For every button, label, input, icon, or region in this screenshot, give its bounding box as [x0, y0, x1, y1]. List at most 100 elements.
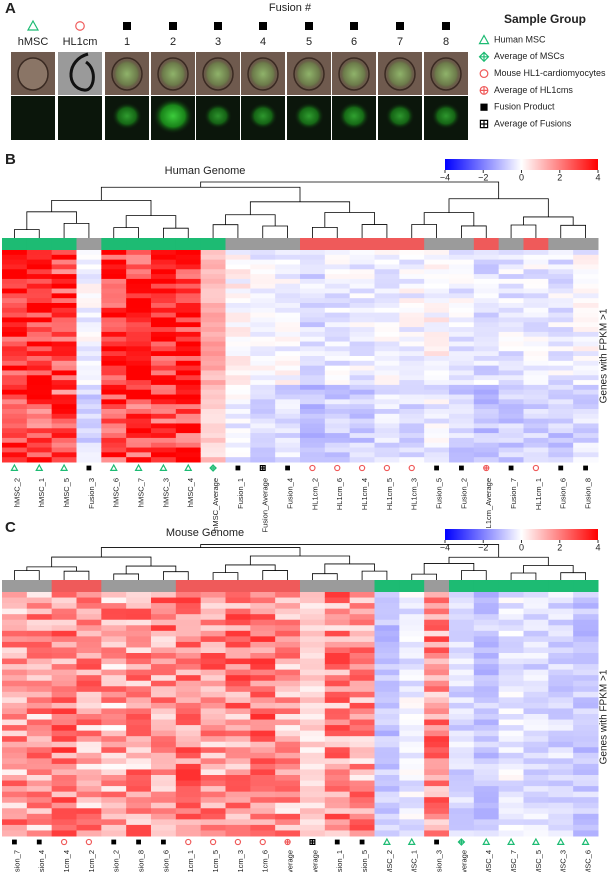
heatmap-cell [374, 686, 400, 693]
heatmap-cell [449, 254, 475, 261]
dendrogram-branch [411, 573, 437, 580]
heatmap-cell [300, 625, 326, 632]
heatmap-cell [51, 597, 77, 604]
heatmap-cell [250, 404, 276, 410]
heatmap-cell [449, 775, 475, 782]
heatmap-cell [126, 346, 152, 352]
heatmap-cell [76, 341, 102, 347]
legend-label: Fusion Product [494, 102, 555, 112]
heatmap-cell [523, 389, 549, 396]
heatmap-cell [225, 630, 251, 637]
heatmap-cell [349, 758, 375, 765]
heatmap-cell [424, 307, 450, 314]
heatmap-cell [449, 714, 475, 721]
heatmap-cell [473, 259, 500, 265]
heatmap-cell [523, 336, 549, 343]
heatmap-cell [126, 691, 152, 698]
heatmap-cell [498, 278, 524, 285]
heatmap-cell [548, 597, 574, 604]
heatmap-cell [51, 442, 77, 449]
heatmap-cell [250, 625, 276, 632]
heatmap-cell [473, 293, 500, 299]
heatmap-cell [175, 791, 202, 798]
heatmap-cell [449, 380, 475, 386]
heatmap-cell [473, 360, 500, 367]
dendrogram-branch [100, 186, 301, 202]
dendrogram-branch [125, 565, 177, 574]
marker-shape [358, 464, 366, 472]
heatmap-cell [275, 736, 301, 743]
heatmap-cell [473, 641, 500, 648]
fusion-label: Fusion # [269, 2, 312, 14]
heatmap-cell [449, 592, 475, 599]
heatmap-cell [424, 608, 450, 615]
heatmap-cell [424, 780, 450, 787]
heatmap-cell [26, 752, 53, 759]
heatmap-cell [324, 758, 351, 765]
heatmap-cell [225, 293, 251, 299]
heatmap-cell [275, 669, 301, 676]
heatmap-cell [2, 819, 28, 826]
heatmap-cell [399, 675, 425, 682]
heatmap-cell [101, 264, 127, 270]
heatmap-cell [2, 752, 28, 759]
heatmap-cell [349, 278, 375, 285]
heatmap-cell [26, 437, 53, 444]
group-bar [523, 238, 549, 250]
heatmap-cell [51, 741, 77, 748]
heatmap-cell [548, 341, 574, 347]
heatmap-cell [573, 423, 599, 429]
heatmap-cell [374, 370, 400, 376]
heatmap-cell [548, 619, 574, 626]
heatmap-cell [250, 808, 276, 815]
heatmap-cell [374, 819, 400, 826]
heatmap-cell [126, 423, 152, 429]
heatmap-cell [2, 399, 28, 405]
heatmap-cell [225, 356, 251, 362]
heatmap-cell [275, 264, 301, 270]
heatmap-cell [26, 298, 53, 304]
heatmap-cell [76, 608, 102, 615]
heatmap-cell [225, 341, 251, 347]
heatmap-cell [151, 592, 177, 599]
heatmap-cell [424, 457, 450, 463]
heatmap-cell [200, 625, 226, 632]
heatmap-cell [548, 269, 574, 275]
heatmap-cell [175, 830, 202, 837]
heatmap-cell [2, 614, 28, 621]
heatmap-cell [349, 680, 375, 687]
heatmap-cell [250, 437, 276, 444]
heatmap-cell [175, 404, 202, 410]
heatmap-cell [573, 418, 599, 424]
heatmap-cell [101, 269, 127, 275]
heatmap-cell [51, 730, 77, 737]
heatmap-cell [151, 641, 177, 648]
heatmap-cell [200, 780, 226, 787]
heatmap-cell [225, 288, 251, 294]
heatmap-cell [2, 384, 28, 391]
heatmap-cell [399, 418, 425, 424]
heatmap-cell [498, 647, 524, 654]
heatmap-cell [399, 365, 425, 371]
dendrogram-branch [200, 181, 500, 199]
heatmap-cell [225, 423, 251, 429]
heatmap-cell [300, 437, 326, 444]
heatmap-cell [225, 384, 251, 391]
marker-shape [478, 51, 490, 63]
heatmap-cell [250, 409, 276, 415]
heatmap-cell [424, 298, 450, 304]
heatmap-cell [26, 813, 53, 820]
heatmap-cell [200, 603, 226, 610]
heatmap-cell [175, 399, 202, 405]
heatmap-cell [76, 603, 102, 610]
heatmap-cell [101, 658, 127, 665]
sample-label: Fusion_1 [236, 478, 245, 509]
cell [430, 57, 462, 91]
heatmap-cell [250, 264, 276, 270]
heatmap-cell [275, 307, 301, 314]
heatmap-cell [498, 658, 524, 665]
heatmap-cell [424, 625, 450, 632]
heatmap-cell [548, 802, 574, 809]
heatmap-cell [399, 802, 425, 809]
heatmap-cell [225, 351, 251, 357]
